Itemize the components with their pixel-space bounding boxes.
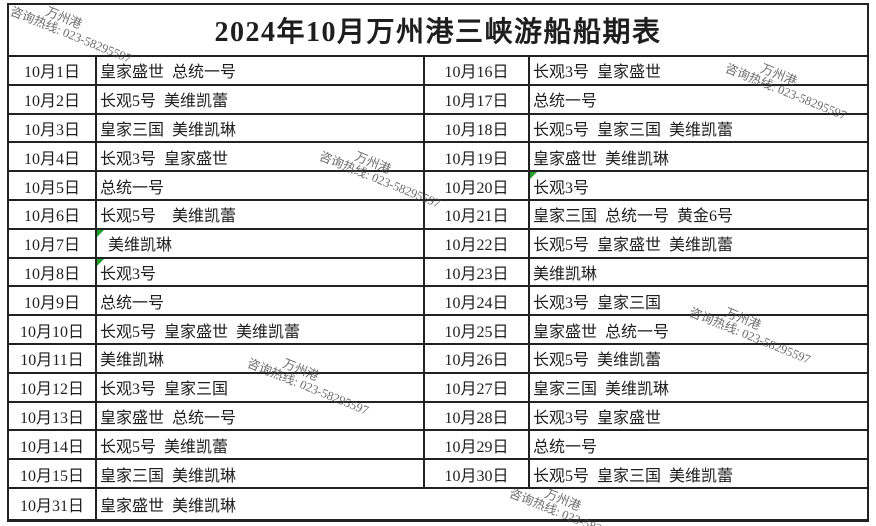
table-row-oct31: 10月31日 皇家盛世 美维凯琳 (9, 488, 867, 519)
date-cell: 10月21日 (425, 200, 530, 230)
ships-cell: 长观3号 皇家三国 (530, 287, 867, 317)
ships-cell: 皇家盛世 美维凯琳 (100, 497, 237, 515)
ships-cell: 长观3号 皇家三国 (97, 373, 425, 403)
date-cell: 10月8日 (9, 258, 97, 288)
ships-cell: 长观5号 美维凯蕾 (97, 431, 425, 461)
ships-cell: 皇家三国 美维凯琳 (97, 114, 425, 144)
cell-flag-triangle-icon (530, 172, 537, 180)
date-cell: 10月26日 (425, 344, 530, 374)
date-cell: 10月16日 (425, 57, 530, 86)
ships-cell: 皇家三国 总统一号 黄金6号 (530, 201, 867, 230)
ships-cell: 长观5号 美维凯蕾 (97, 85, 425, 115)
ships-cell: 长观5号 皇家三国 美维凯蕾 (530, 460, 867, 489)
ships-cell: 总统一号 (97, 172, 425, 201)
ships-cell: 总统一号 (530, 86, 867, 115)
date-cell: 10月27日 (425, 373, 530, 403)
date-cell: 10月18日 (425, 114, 530, 144)
ships-cell: 长观3号 皇家盛世 (97, 143, 425, 173)
date-cell: 10月6日 (9, 200, 97, 230)
ships-cell: 长观5号 皇家盛世 美维凯蕾 (530, 230, 867, 259)
date-cell: 10月9日 (9, 287, 97, 317)
date-cell: 10月25日 (425, 316, 530, 345)
cell-flag-triangle-icon (97, 229, 104, 237)
ships-cell: 皇家盛世 美维凯琳 (530, 143, 867, 173)
date-cell: 10月13日 (9, 402, 97, 432)
cell-flag-triangle-icon (97, 258, 104, 266)
ships-cell: 长观5号 美维凯蕾 (530, 345, 867, 374)
ships-cell: 长观5号 皇家三国 美维凯蕾 (530, 115, 867, 144)
ships-cell: 美维凯琳 (97, 229, 425, 259)
date-cell: 10月5日 (9, 172, 97, 201)
schedule-table: 2024年10月万州港三峡游船船期表 10月1日 皇家盛世 总统一号 10月16日长… (7, 3, 869, 522)
date-cell: 10月31日 (9, 488, 97, 519)
ships-cell: 长观3号 皇家盛世 (530, 57, 867, 86)
date-cell: 10月7日 (9, 229, 97, 259)
ships-cell: 皇家盛世 总统一号 (530, 316, 867, 345)
date-cell: 10月15日 (9, 460, 97, 489)
date-cell: 10月20日 (425, 172, 530, 201)
date-cell: 10月22日 (425, 229, 530, 259)
date-cell: 10月23日 (425, 258, 530, 288)
ships-cell: 皇家三国 美维凯琳 (97, 460, 425, 489)
ships-cell: 皇家盛世 总统一号 (97, 57, 425, 86)
date-cell: 10月11日 (9, 344, 97, 374)
date-cell: 10月2日 (9, 85, 97, 115)
ships-cell: 长观3号 皇家盛世 (530, 403, 867, 432)
date-cell: 10月10日 (9, 316, 97, 345)
date-cell: 10月28日 (425, 402, 530, 432)
date-cell: 10月24日 (425, 287, 530, 317)
date-cell: 10月4日 (9, 143, 97, 173)
date-cell: 10月12日 (9, 373, 97, 403)
ships-cell: 美维凯琳 (530, 259, 867, 288)
ships-cell: 长观3号 (530, 172, 867, 201)
ships-cell: 总统一号 (530, 431, 867, 461)
date-cell: 10月1日 (9, 57, 97, 86)
ships-cell: 总统一号 (97, 287, 425, 317)
ships-cell: 美维凯琳 (97, 344, 425, 374)
schedule-grid: 10月1日 皇家盛世 总统一号 10月16日 长观3号 皇家盛世 10月2日 长观5号 美… (9, 57, 867, 489)
date-cell: 10月17日 (425, 85, 530, 115)
ships-cell: 长观5号 美维凯蕾 (97, 200, 425, 230)
ships-cell: 长观5号 皇家盛世 美维凯蕾 (97, 316, 425, 345)
ships-cell: 长观3号 (97, 258, 425, 288)
ships-cell: 皇家盛世 总统一号 (97, 402, 425, 432)
date-cell: 10月14日 (9, 431, 97, 461)
date-cell: 10月19日 (425, 143, 530, 173)
date-cell: 10月29日 (425, 431, 530, 461)
ships-cell: 皇家三国 美维凯琳 (530, 374, 867, 403)
date-cell: 10月30日 (425, 460, 530, 489)
date-cell: 10月3日 (9, 114, 97, 144)
table-title: 2024年10月万州港三峡游船船期表 (9, 5, 867, 57)
